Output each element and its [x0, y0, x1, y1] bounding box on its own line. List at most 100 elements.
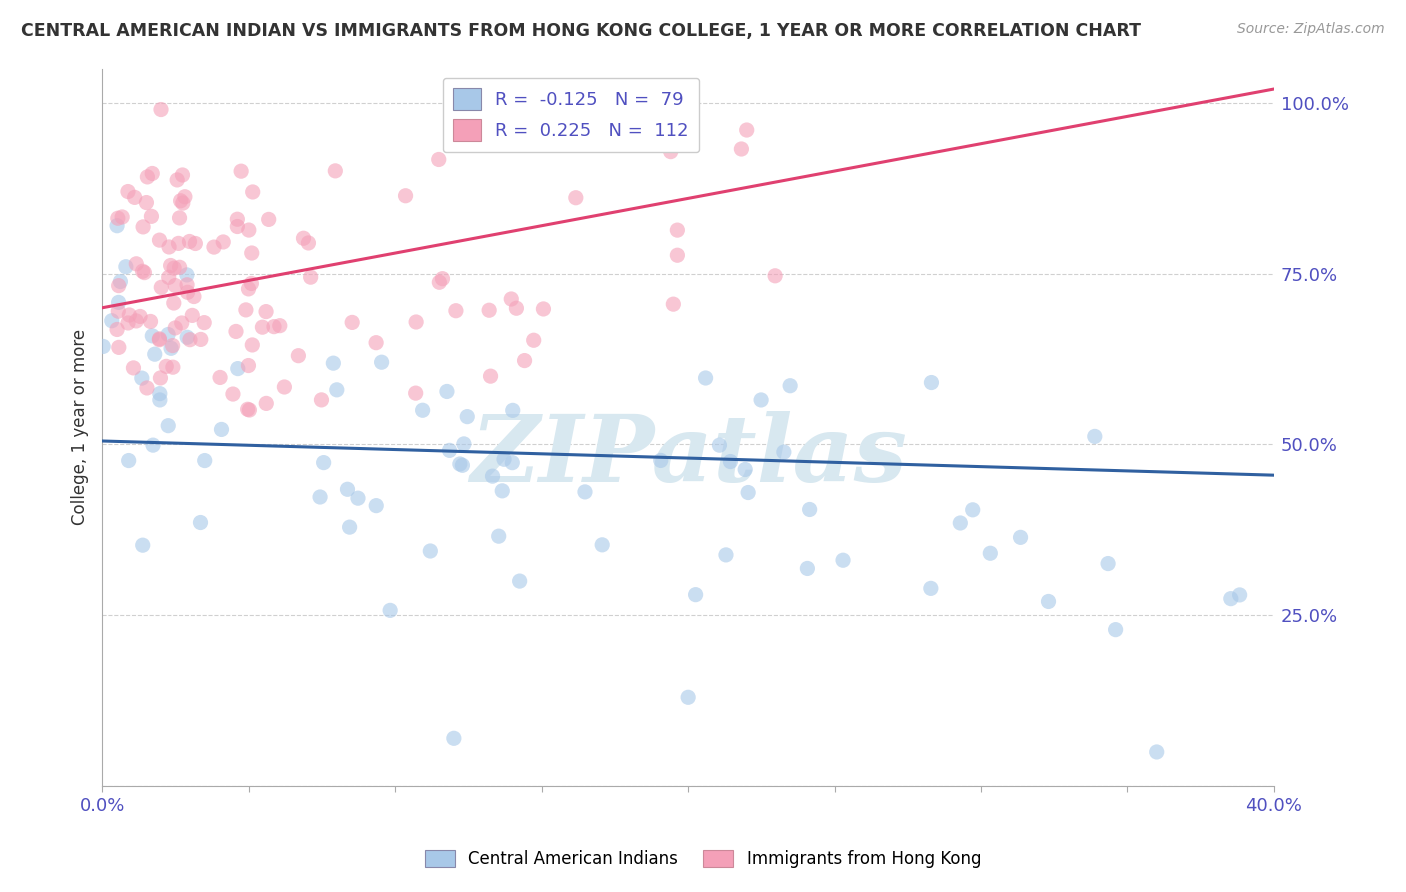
- Point: [150, 280, 173, 294]
- Point: [336, 483, 359, 497]
- Point: [257, 212, 280, 227]
- Point: [920, 582, 942, 596]
- Point: [749, 392, 772, 407]
- Point: [165, 278, 187, 293]
- Y-axis label: College, 1 year or more: College, 1 year or more: [72, 329, 89, 525]
- Point: [240, 277, 263, 291]
- Point: [176, 277, 198, 292]
- Point: [1104, 623, 1126, 637]
- Point: [157, 418, 180, 433]
- Point: [172, 196, 194, 211]
- Point: [1084, 429, 1107, 443]
- Point: [226, 212, 249, 227]
- Point: [173, 190, 195, 204]
- Point: [122, 360, 145, 375]
- Point: [666, 223, 689, 237]
- Point: [240, 246, 263, 260]
- Point: [165, 321, 187, 335]
- Point: [662, 297, 685, 311]
- Point: [190, 333, 212, 347]
- Point: [159, 259, 181, 273]
- Point: [143, 347, 166, 361]
- Point: [240, 338, 263, 352]
- Point: [513, 353, 536, 368]
- Point: [339, 520, 361, 534]
- Point: [184, 236, 207, 251]
- Point: [179, 235, 201, 249]
- Point: [779, 378, 801, 392]
- Point: [263, 319, 285, 334]
- Point: [169, 211, 191, 225]
- Point: [149, 371, 172, 385]
- Point: [737, 485, 759, 500]
- Point: [347, 491, 370, 505]
- Point: [108, 340, 131, 354]
- Point: [326, 383, 349, 397]
- Point: [163, 261, 186, 276]
- Point: [226, 219, 249, 234]
- Point: [323, 164, 346, 178]
- Text: ZIPatlas: ZIPatlas: [470, 411, 907, 501]
- Point: [242, 185, 264, 199]
- Point: [235, 302, 257, 317]
- Point: [157, 240, 180, 254]
- Point: [131, 371, 153, 385]
- Point: [714, 548, 737, 562]
- Point: [405, 315, 427, 329]
- Point: [115, 260, 138, 274]
- Point: [238, 223, 260, 237]
- Point: [194, 453, 217, 467]
- Point: [322, 356, 344, 370]
- Point: [169, 194, 191, 208]
- Point: [962, 503, 984, 517]
- Point: [366, 335, 388, 350]
- Point: [979, 546, 1001, 560]
- Point: [141, 166, 163, 180]
- Point: [502, 403, 524, 417]
- Point: [478, 303, 501, 318]
- Point: [427, 153, 450, 167]
- Point: [412, 403, 434, 417]
- Point: [479, 369, 502, 384]
- Point: [211, 422, 233, 436]
- Point: [254, 396, 277, 410]
- Point: [269, 318, 291, 333]
- Point: [650, 453, 672, 467]
- Point: [162, 360, 184, 375]
- Point: [456, 409, 478, 424]
- Point: [444, 303, 467, 318]
- Point: [107, 278, 129, 293]
- Point: [523, 333, 546, 347]
- Point: [730, 142, 752, 156]
- Point: [222, 387, 245, 401]
- Point: [1229, 588, 1251, 602]
- Point: [131, 264, 153, 278]
- Point: [101, 314, 124, 328]
- Point: [190, 516, 212, 530]
- Point: [340, 315, 363, 329]
- Point: [405, 386, 427, 401]
- Point: [920, 376, 942, 390]
- Point: [238, 403, 260, 417]
- Point: [107, 211, 129, 226]
- Point: [720, 454, 742, 468]
- Point: [427, 275, 450, 289]
- Point: [436, 384, 458, 399]
- Point: [796, 561, 818, 575]
- Point: [148, 333, 170, 347]
- Point: [166, 173, 188, 187]
- Point: [659, 145, 682, 159]
- Point: [311, 392, 333, 407]
- Point: [1038, 594, 1060, 608]
- Point: [157, 327, 180, 342]
- Point: [832, 553, 855, 567]
- Point: [287, 349, 309, 363]
- Point: [118, 308, 141, 322]
- Point: [117, 316, 139, 330]
- Point: [226, 361, 249, 376]
- Point: [451, 458, 474, 473]
- Point: [685, 588, 707, 602]
- Point: [591, 538, 613, 552]
- Point: [949, 516, 972, 530]
- Point: [735, 123, 758, 137]
